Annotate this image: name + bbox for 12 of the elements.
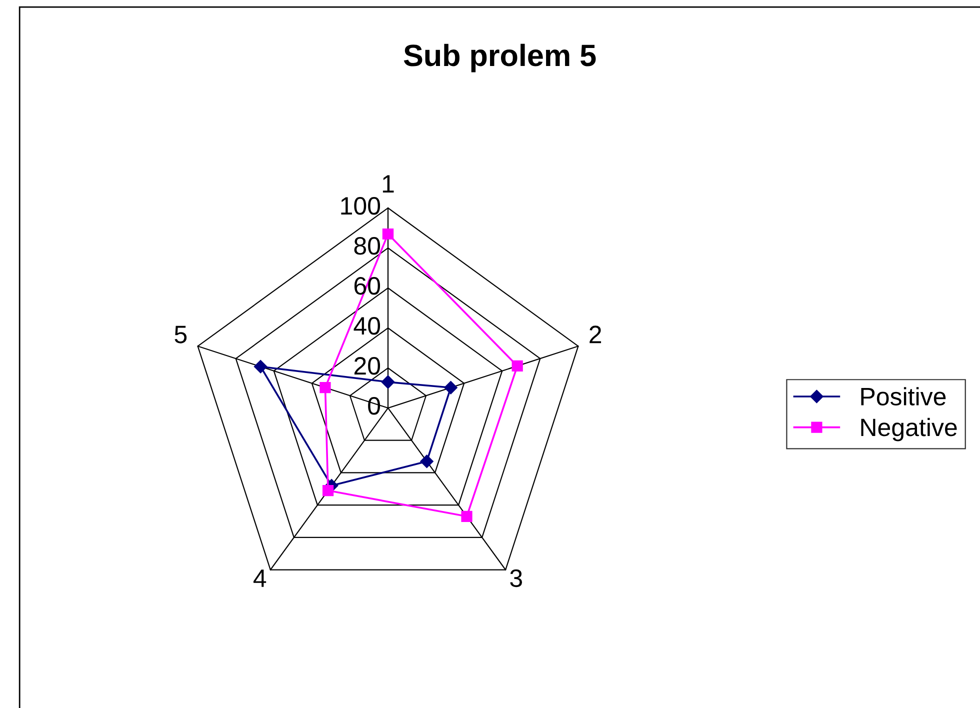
spoke-label: 2 [590,326,602,344]
y-tick-label: 80 [354,237,380,255]
y-tick-label: 20 [354,357,380,375]
y-tick-label: 40 [354,317,380,335]
chart-title: Sub prolem 5 [404,44,596,72]
spoke-label: 3 [510,569,522,588]
spoke-label: 4 [253,570,266,587]
legend-label: Negative [861,418,957,442]
legend-label: Positive [861,387,946,406]
spoke-label: 5 [174,326,187,344]
spoke-label: 1 [382,175,394,192]
y-tick-label: 100 [341,197,380,215]
